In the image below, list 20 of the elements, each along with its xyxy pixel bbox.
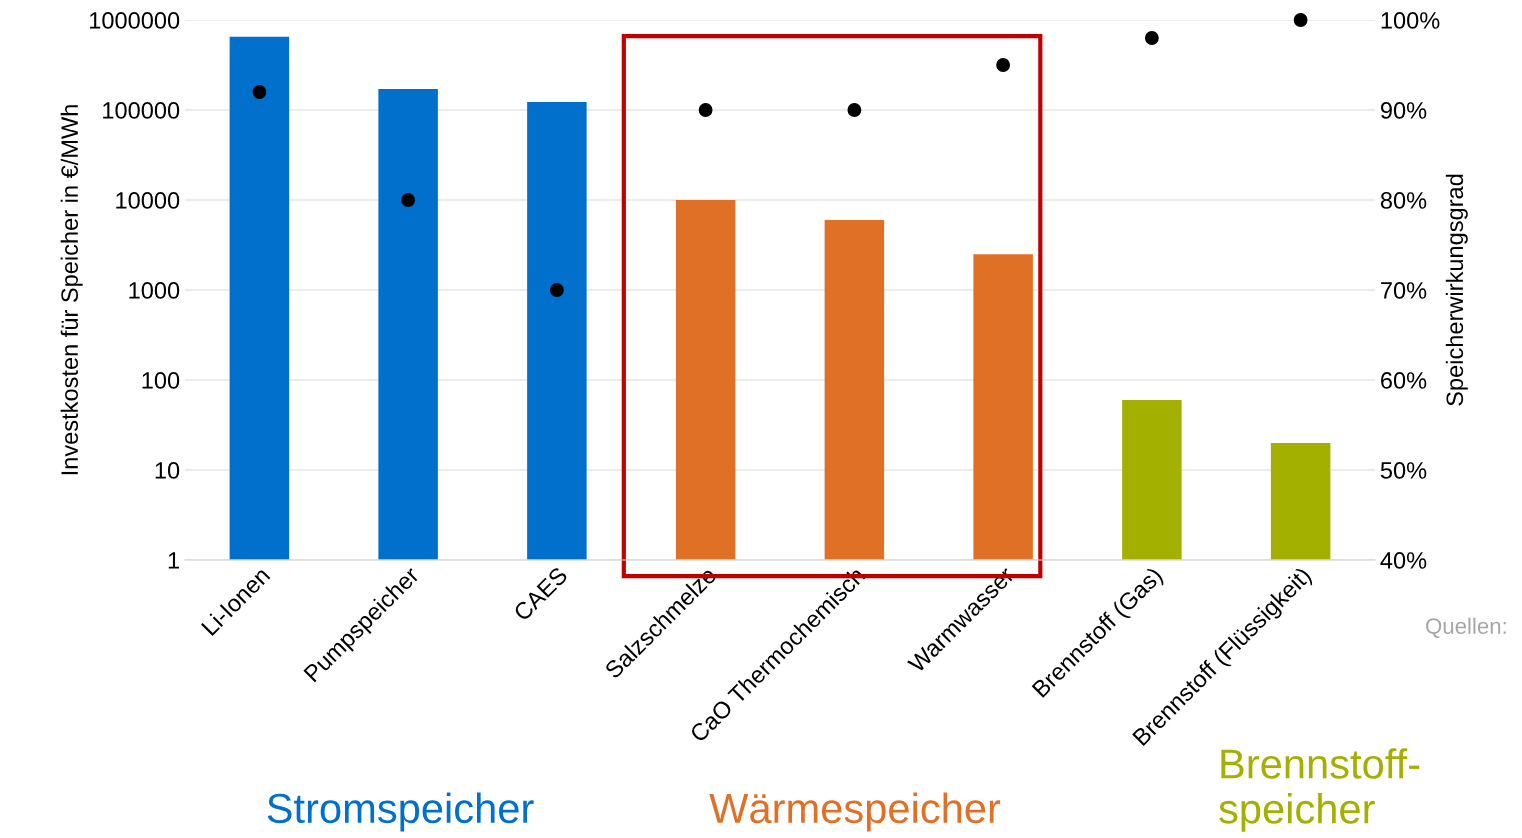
y2-tick-label: 70% xyxy=(1381,282,1427,299)
y-tick-label: 10 xyxy=(155,462,180,479)
y-axis-title: Investkosten für Speicher in €/MWh xyxy=(60,105,83,475)
y-tick-label: 1000000 xyxy=(90,12,180,29)
y-tick-label: 1000 xyxy=(129,282,180,299)
text: Wärmespeicher xyxy=(709,792,1001,832)
y2-tick-label: 40% xyxy=(1380,552,1427,569)
y-tick-label: 10000 xyxy=(116,192,180,209)
y2-tick-label: 90% xyxy=(1380,102,1427,119)
y2-tick-label: 80% xyxy=(1380,192,1427,209)
y2-axis-title: Speicherwirkungsgrad xyxy=(1445,174,1468,406)
y2-tick-label: 50% xyxy=(1380,462,1427,479)
source-note: Quellen: xyxy=(1426,617,1506,638)
y2-tick-label: 100% xyxy=(1381,12,1440,29)
y-tick-label: 100000 xyxy=(103,102,180,119)
y2-tick-label: 60% xyxy=(1381,372,1427,389)
text: Brennstoff- speicher xyxy=(1219,748,1420,832)
y-tick-label: 100 xyxy=(142,372,180,389)
text: Stromspeicher xyxy=(267,792,534,832)
y-tick-label: 1 xyxy=(168,552,179,569)
